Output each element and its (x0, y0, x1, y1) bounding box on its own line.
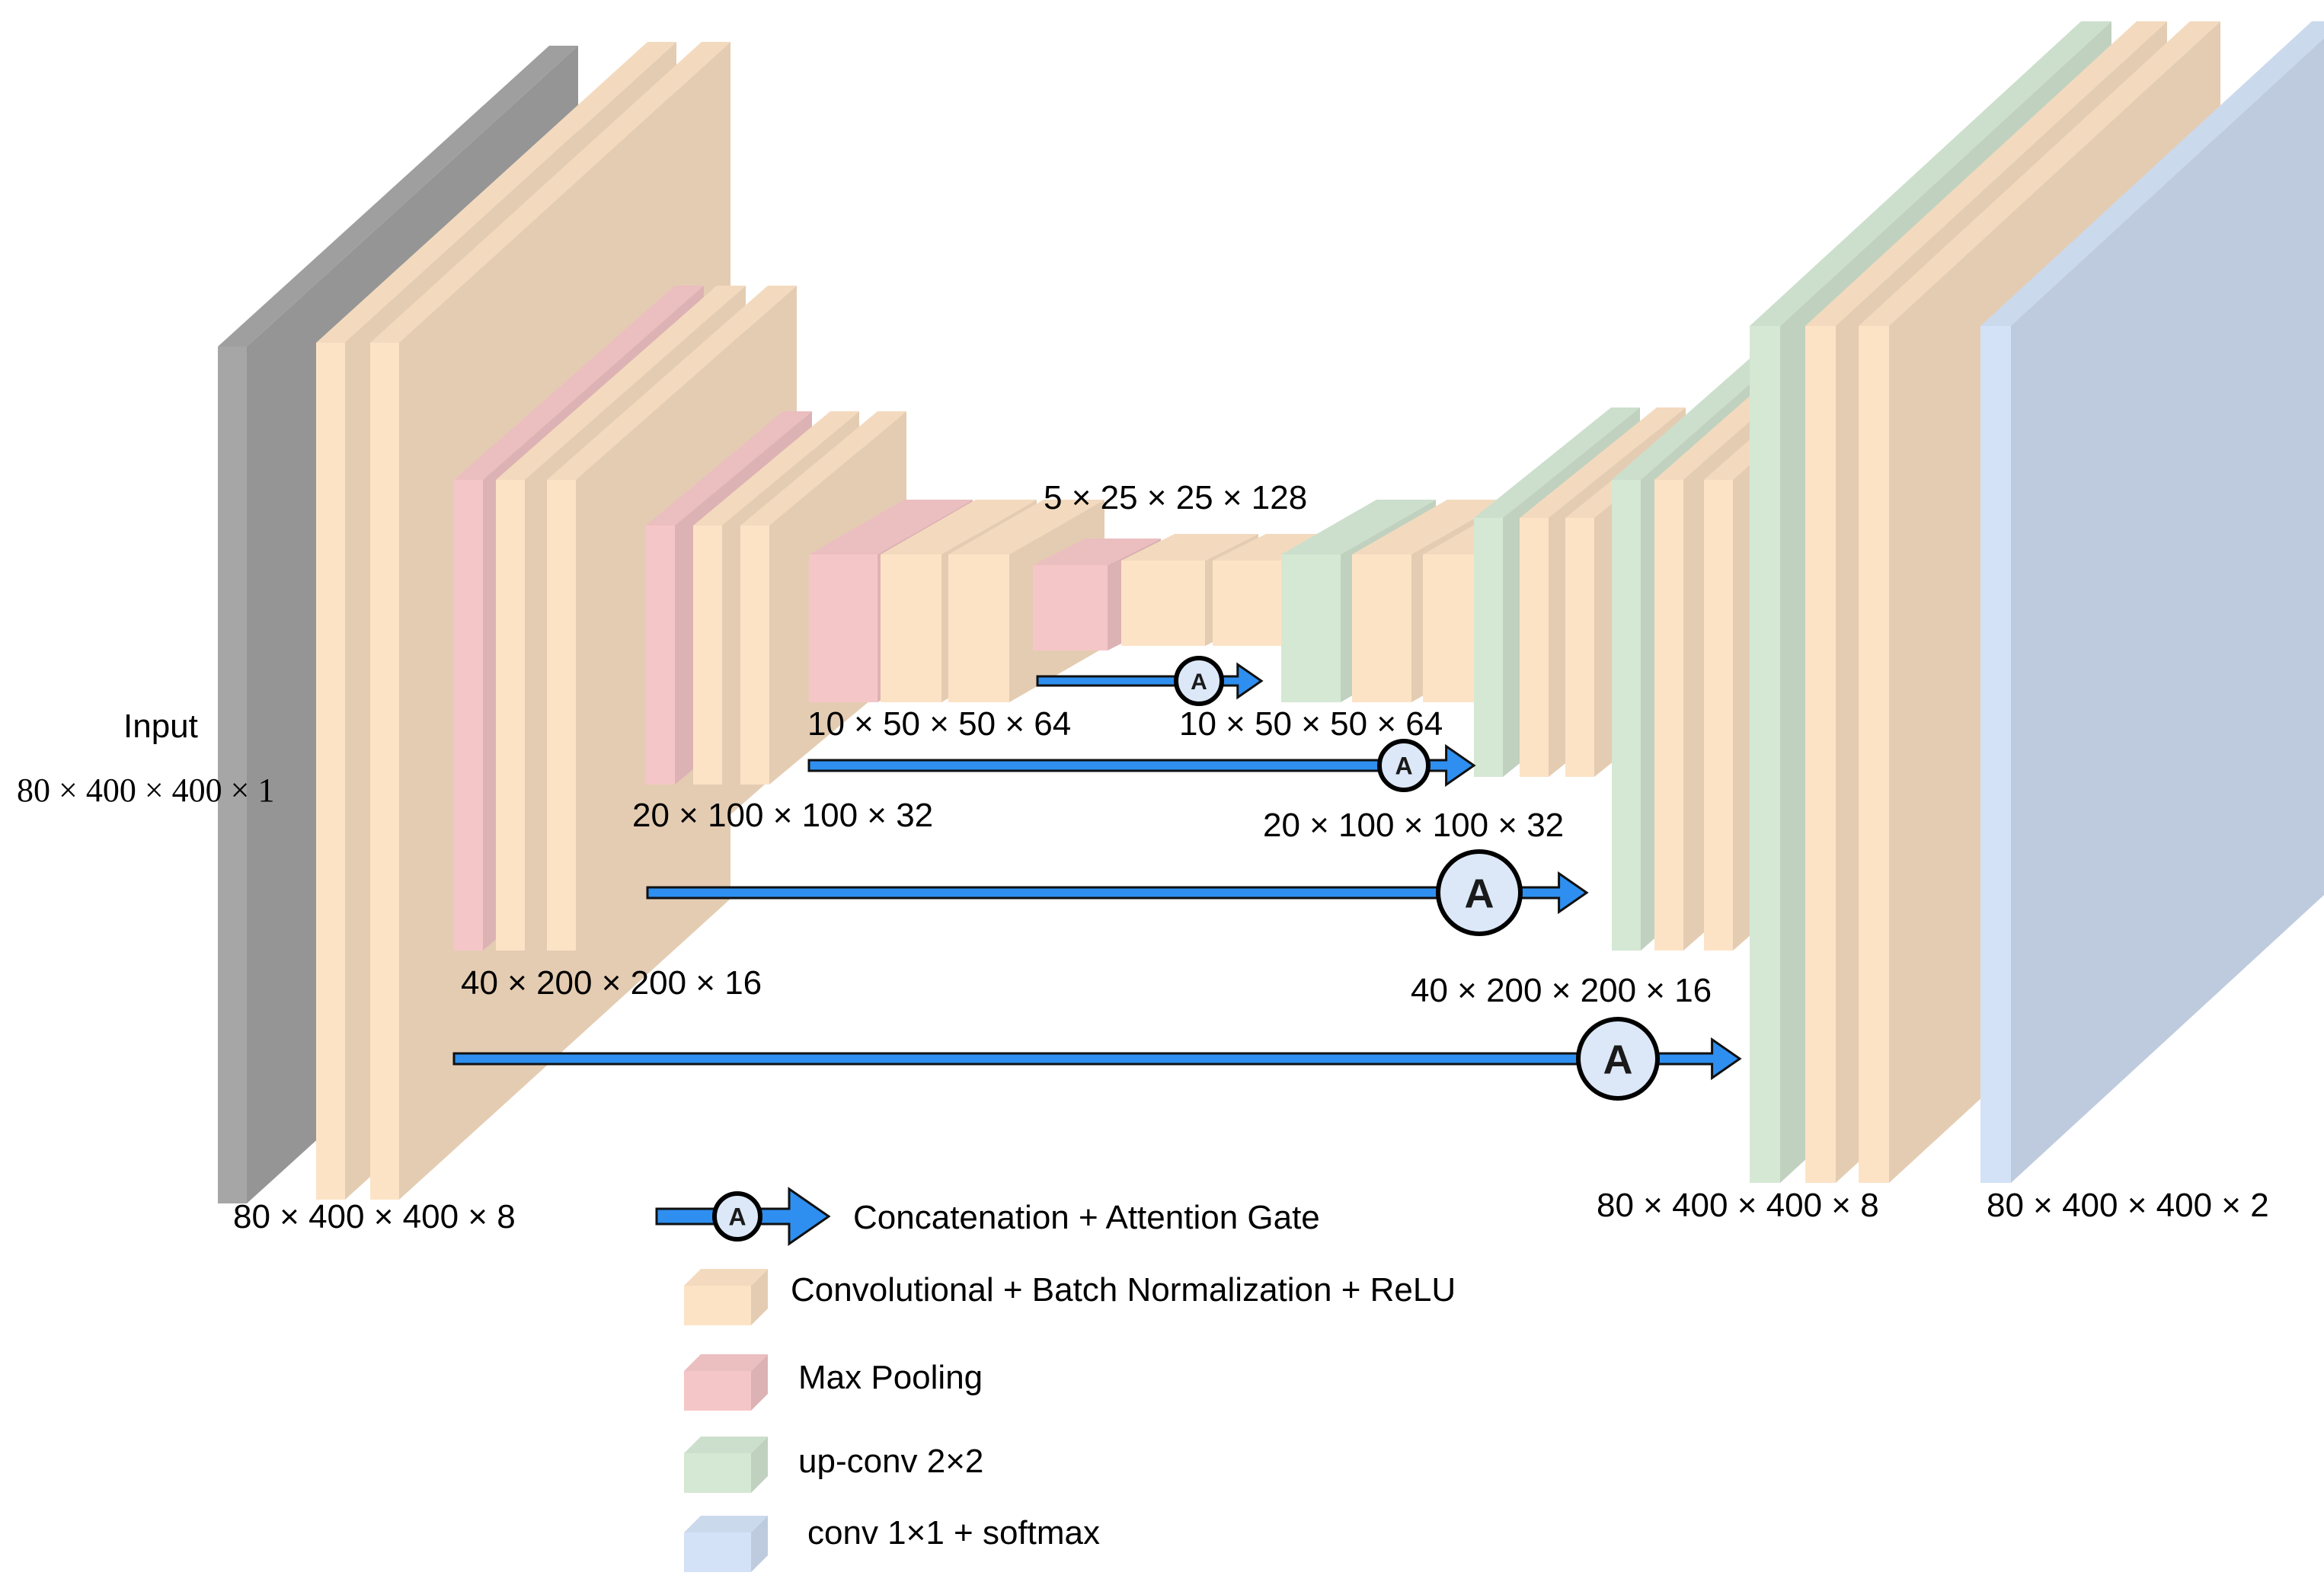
legend-pool-block-icon (684, 1354, 768, 1411)
output-softmax (1980, 21, 2324, 1183)
output-dims-label: 80 × 400 × 400 × 2 (1987, 1187, 2269, 1224)
legend-softmax-block-icon (684, 1516, 768, 1572)
attention-gate-letter: A (728, 1203, 746, 1231)
enc3-dims-label: 20 × 100 × 100 × 32 (632, 797, 933, 834)
enc1-dims-label: 80 × 400 × 400 × 8 (233, 1198, 516, 1235)
attention-gate-letter: A (1465, 871, 1494, 916)
legend-conv-block-icon (684, 1269, 768, 1325)
skip-arrow-level3: A (807, 739, 1476, 792)
bottleneck-dims-label: 5 × 25 × 25 × 128 (1044, 479, 1307, 516)
attention-gate-icon (1436, 849, 1523, 936)
legend-label-attention: Concatenation + Attention Gate (853, 1199, 1320, 1236)
attention-gate-letter: A (1395, 753, 1412, 780)
enc4-dims-label: 10 × 50 × 50 × 64 (807, 705, 1071, 743)
skip-arrow-level4: A (1036, 656, 1264, 706)
attention-gate-icon (1174, 656, 1224, 706)
skip-arrow-level2: A (646, 849, 1589, 936)
legend-icons: A (655, 1187, 831, 1572)
input-title: Input (123, 708, 198, 745)
legend-label-softmax: conv 1×1 + softmax (807, 1514, 1100, 1552)
attention-gate-letter: A (1603, 1037, 1633, 1082)
legend: Concatenation + Attention Gate Convoluti… (791, 1199, 1456, 1552)
legend-label-pool: Max Pooling (798, 1359, 983, 1396)
dec3-dims-label: 20 × 100 × 100 × 32 (1263, 807, 1564, 844)
dec2-dims-label: 40 × 200 × 200 × 16 (1411, 972, 1712, 1009)
attention-gate-icon (1576, 1017, 1660, 1101)
legend-label-upconv: up-conv 2×2 (798, 1443, 983, 1480)
attention-gate-icon (1377, 739, 1431, 792)
legend-label-conv: Convolutional + Batch Normalization + Re… (791, 1271, 1456, 1309)
skip-arrow-level1: A (452, 1017, 1742, 1101)
skip-connections: A A A A (452, 656, 1742, 1101)
dec1-dims-label: 80 × 400 × 400 × 8 (1597, 1187, 1879, 1224)
legend-attention-arrow-icon: A (655, 1187, 831, 1246)
attention-gate-icon (712, 1191, 762, 1242)
input-dims-label: 80 × 400 × 400 × 1 (17, 772, 274, 809)
layer-blocks (218, 21, 2324, 1203)
dimension-labels: Input 80 × 400 × 400 × 1 80 × 400 × 400 … (17, 479, 2269, 1235)
dec4-dims-label: 10 × 50 × 50 × 64 (1179, 705, 1443, 743)
attention-gate-letter: A (1191, 670, 1207, 695)
legend-upconv-block-icon (684, 1437, 768, 1493)
enc2-dims-label: 40 × 200 × 200 × 16 (461, 964, 762, 1002)
